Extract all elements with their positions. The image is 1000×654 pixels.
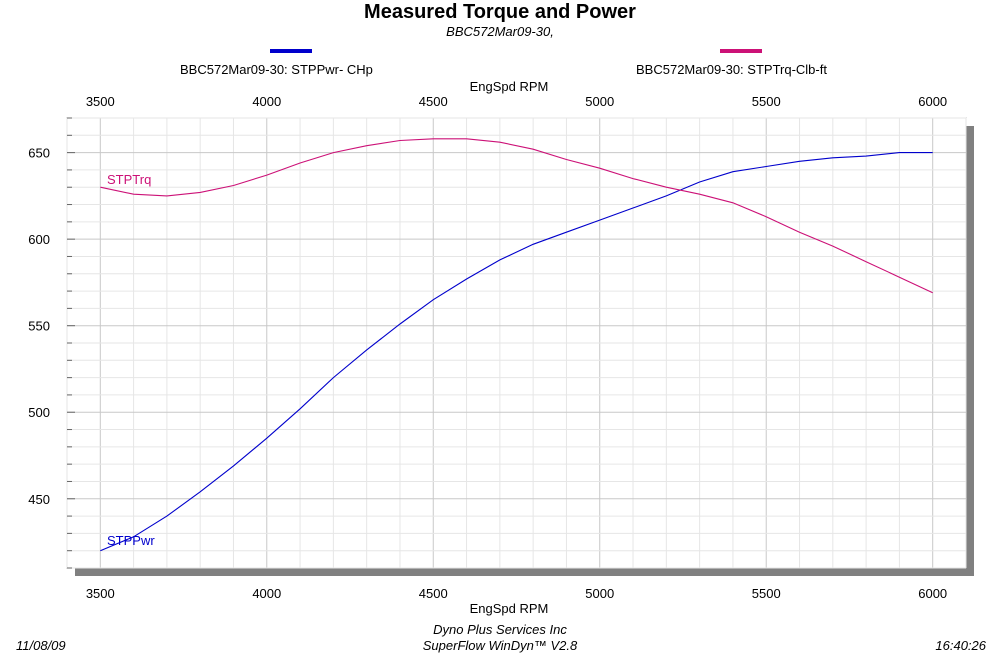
x-tick-label-bottom: 5500 <box>752 586 781 601</box>
footer-time: 16:40:26 <box>935 638 986 653</box>
x-tick-label-top: 4000 <box>252 94 281 109</box>
series-line-stppwr <box>100 152 933 552</box>
legend-torque-label: BBC572Mar09-30: STPTrq-Clb-ft <box>636 62 827 77</box>
x-tick-label-top: 5000 <box>585 94 614 109</box>
legend-power-label: BBC572Mar09-30: STPPwr- CHp <box>180 62 373 77</box>
chart-title: Measured Torque and Power <box>364 1 636 23</box>
x-tick-label-top: 5500 <box>752 94 781 109</box>
y-tick-label: 550 <box>28 319 50 334</box>
footer-software: SuperFlow WinDyn™ V2.8 <box>422 638 578 653</box>
y-tick-label: 650 <box>28 146 50 161</box>
footer-date: 11/08/09 <box>16 638 66 653</box>
chart-subtitle: BBC572Mar09-30, <box>446 24 554 39</box>
y-tick-label: 600 <box>28 232 50 247</box>
series-line-stptrq <box>100 138 933 294</box>
x-tick-label-top: 4500 <box>419 94 448 109</box>
plot-shadow-bottom <box>75 568 974 576</box>
grid-lines <box>66 117 967 569</box>
axes: 3500 3500 4000 4000 4500 4500 5000 5000 5500 5500… <box>28 94 947 601</box>
x-axis-label-bottom: EngSpd RPM <box>470 601 549 616</box>
series-label-power: STPPwr <box>107 533 155 548</box>
legend-power-swatch <box>270 49 312 53</box>
x-tick-label-top: 6000 <box>918 94 947 109</box>
x-tick-label-bottom: 3500 <box>86 586 115 601</box>
x-tick-label-top: 3500 <box>86 94 115 109</box>
x-axis-label-top: EngSpd RPM <box>470 79 549 94</box>
y-tick-label: 500 <box>28 405 50 420</box>
footer-company: Dyno Plus Services Inc <box>433 622 567 637</box>
y-tick-label: 450 <box>28 492 50 507</box>
plot-shadow-right <box>966 126 974 576</box>
x-tick-label-bottom: 4000 <box>252 586 281 601</box>
legend-torque-swatch <box>720 49 762 53</box>
x-tick-label-bottom: 6000 <box>918 586 947 601</box>
x-tick-label-bottom: 4500 <box>419 586 448 601</box>
x-tick-label-bottom: 5000 <box>585 586 614 601</box>
series-layer <box>100 138 933 552</box>
series-label-torque: STPTrq <box>107 172 151 187</box>
